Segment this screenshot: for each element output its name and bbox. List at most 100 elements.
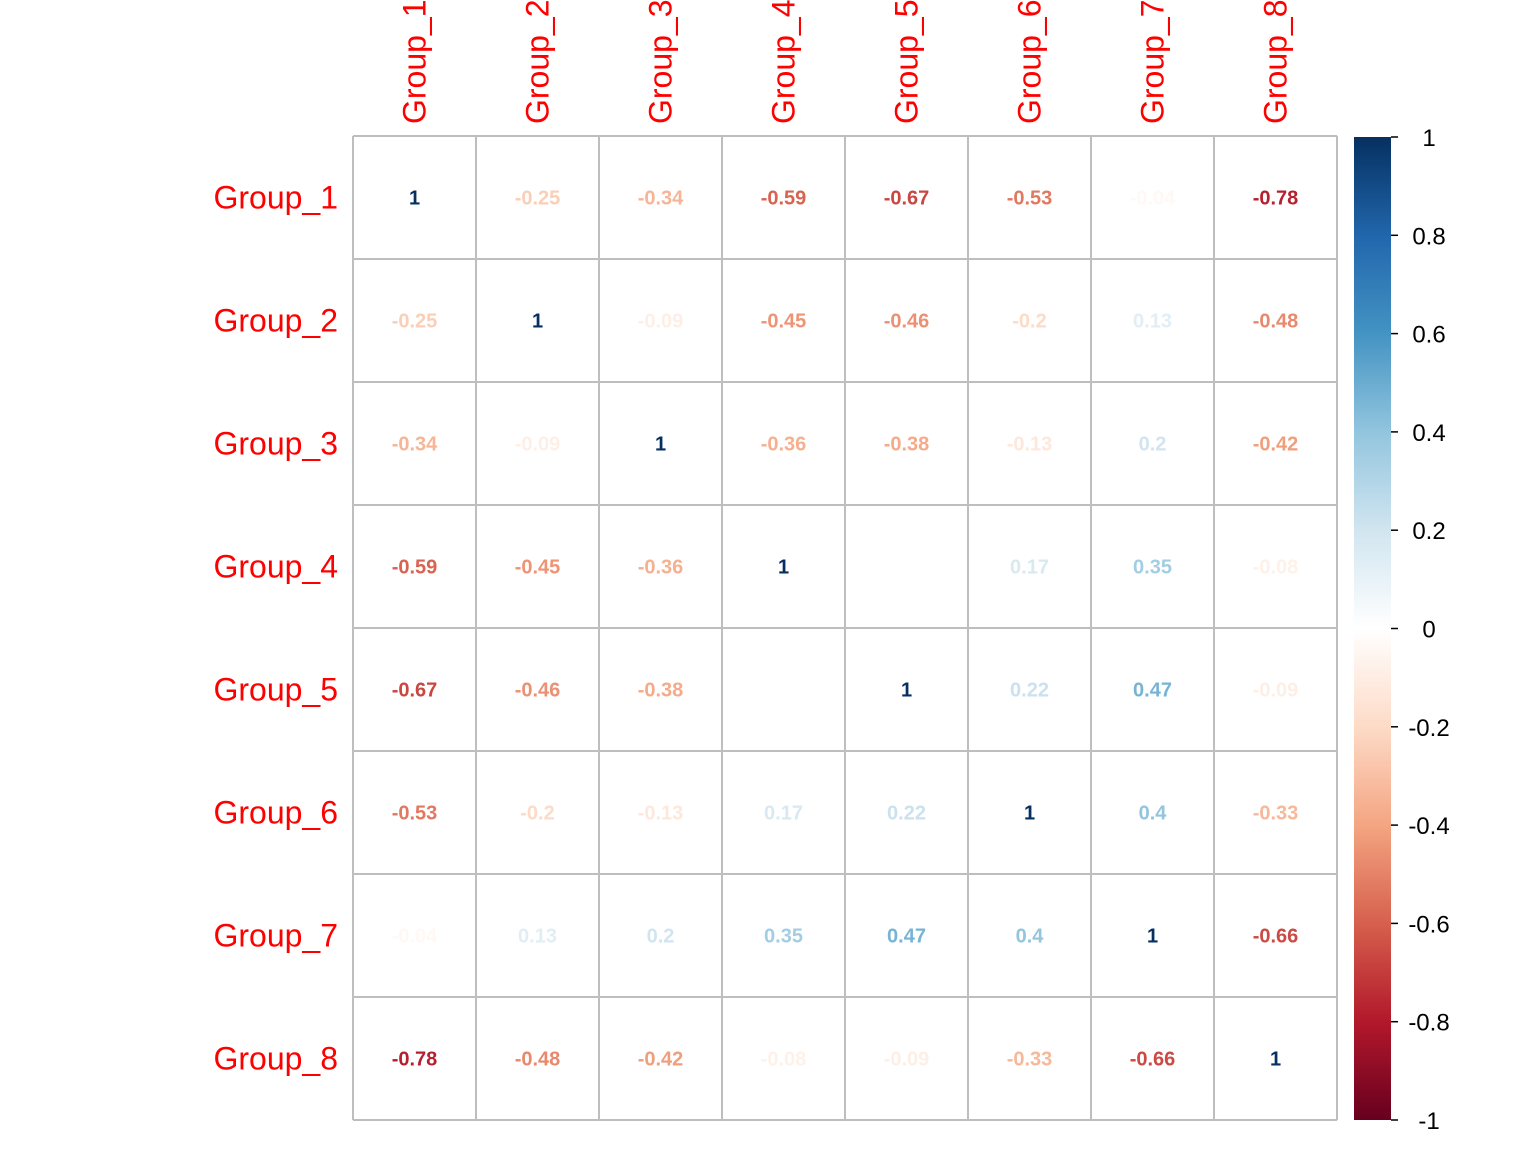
colorbar: 1 0.8 0.6 0.4 0.2 0 -0.2 -0.4 -0.6 -0.8 -1 (1354, 125, 1450, 1135)
matrix-cell (476, 997, 599, 1120)
matrix-cell (1091, 751, 1214, 874)
matrix-cell (1091, 382, 1214, 505)
cell-value-label: -0.09 (1253, 680, 1299, 702)
cell-value-label: -0.53 (392, 803, 438, 825)
matrix-cell (353, 874, 476, 997)
cell-value-label: -0.42 (1253, 434, 1299, 456)
row-label: Group_8 (213, 1041, 338, 1077)
cell-value-label: -0.67 (884, 188, 930, 210)
cell-value-label: 0.13 (518, 926, 557, 948)
cell-value-label: 0.17 (764, 803, 803, 825)
cell-value-label: 0.47 (1133, 680, 1172, 702)
matrix-cell (1214, 382, 1337, 505)
colorbar-tick-label: 0.8 (1412, 223, 1445, 250)
matrix-cell (968, 997, 1091, 1120)
cell-value-label: 0.4 (1139, 803, 1168, 825)
matrix-cell (599, 751, 722, 874)
column-label: Group_7 (1135, 0, 1171, 124)
matrix-grid (352, 135, 1338, 1121)
cell-value-label: -0.59 (761, 188, 807, 210)
cell-value-label: -0.13 (1007, 434, 1053, 456)
cell-value-label: 0.2 (647, 926, 675, 948)
column-label: Group_3 (643, 0, 679, 124)
matrix-cell (353, 628, 476, 751)
matrix-cell (1091, 505, 1214, 628)
cell-value-label: -0.78 (392, 1049, 438, 1071)
matrix-cell (845, 628, 968, 751)
matrix-cell (1091, 874, 1214, 997)
matrix-cell (845, 259, 968, 382)
cell-value-label: -0.25 (515, 188, 561, 210)
cell-value-label: -0.34 (392, 434, 438, 456)
cell-value-label: -0.36 (761, 434, 807, 456)
row-label: Group_6 (213, 795, 338, 831)
matrix-cell (1091, 136, 1214, 259)
colorbar-tick-label: 0.2 (1412, 518, 1445, 545)
matrix-cell (353, 751, 476, 874)
matrix-cell (968, 259, 1091, 382)
matrix-cell (1214, 136, 1337, 259)
matrix-cell (599, 259, 722, 382)
cell-value-label: -0.78 (1253, 188, 1299, 210)
cell-value-label: 0.47 (887, 926, 926, 948)
cell-value-label: -0.04 (392, 926, 438, 948)
cell-value-label: -0.33 (1007, 1049, 1053, 1071)
matrix-cell (968, 628, 1091, 751)
cell-value-label: 1 (655, 434, 666, 456)
column-label: Group_2 (520, 0, 556, 124)
matrix-cell (599, 874, 722, 997)
matrix-cell (722, 628, 845, 751)
matrix-cell (722, 136, 845, 259)
row-label: Group_1 (213, 180, 338, 216)
matrix-cell (476, 259, 599, 382)
colorbar-tick-label: 0 (1422, 617, 1435, 644)
colorbar-bar (1354, 137, 1391, 1120)
matrix-cells (353, 136, 1337, 1120)
matrix-cell (968, 136, 1091, 259)
matrix-cell (476, 382, 599, 505)
matrix-cell (599, 997, 722, 1120)
matrix-cell (845, 136, 968, 259)
matrix-cell (845, 874, 968, 997)
row-label: Group_3 (213, 426, 338, 462)
cell-value-label: 1 (1147, 926, 1158, 948)
cell-value-label: -0.42 (638, 1049, 684, 1071)
matrix-cell (599, 628, 722, 751)
colorbar-tick-label: 0.6 (1412, 322, 1445, 349)
colorbar-tick-label: -0.2 (1408, 715, 1449, 742)
cell-value-label: -0.09 (515, 434, 561, 456)
cell-value-label: -0.09 (884, 1049, 930, 1071)
cell-value-label: -0.13 (638, 803, 684, 825)
colorbar-tick-label: -0.8 (1408, 1010, 1449, 1037)
cell-value-label: -0.67 (392, 680, 438, 702)
matrix-cell (722, 505, 845, 628)
column-labels: Group_1 Group_2 Group_3 Group_4 Group_5 Group… (397, 0, 1294, 124)
cell-value-label: -0.08 (761, 1049, 807, 1071)
matrix-cell (845, 751, 968, 874)
matrix-cell (1214, 751, 1337, 874)
colorbar-tick-label: -0.6 (1408, 911, 1449, 938)
cell-value-label: 0.13 (1133, 311, 1172, 333)
matrix-cell (1214, 874, 1337, 997)
cell-value-label: 1 (409, 188, 420, 210)
cell-value-label: 0.4 (1016, 926, 1045, 948)
column-label: Group_8 (1258, 0, 1294, 124)
cell-value-label: 0.2 (1139, 434, 1167, 456)
cell-value-label: -0.34 (638, 188, 684, 210)
column-label: Group_5 (889, 0, 925, 124)
matrix-cell (353, 997, 476, 1120)
cell-value-label: -0.04 (1130, 188, 1176, 210)
cell-value-label: -0.38 (638, 680, 684, 702)
cell-value-label: -0.59 (392, 557, 438, 579)
row-labels: Group_1 Group_2 Group_3 Group_4 Group_5 Group… (213, 180, 338, 1077)
matrix-cell (722, 259, 845, 382)
cell-value-label: -0.48 (1253, 311, 1299, 333)
matrix-cell (353, 505, 476, 628)
matrix-cell (599, 136, 722, 259)
colorbar-tick-label: -0.4 (1408, 813, 1449, 840)
cell-value-label: -0.25 (392, 311, 438, 333)
matrix-cell (1214, 505, 1337, 628)
cell-value-label: 0.35 (764, 926, 803, 948)
